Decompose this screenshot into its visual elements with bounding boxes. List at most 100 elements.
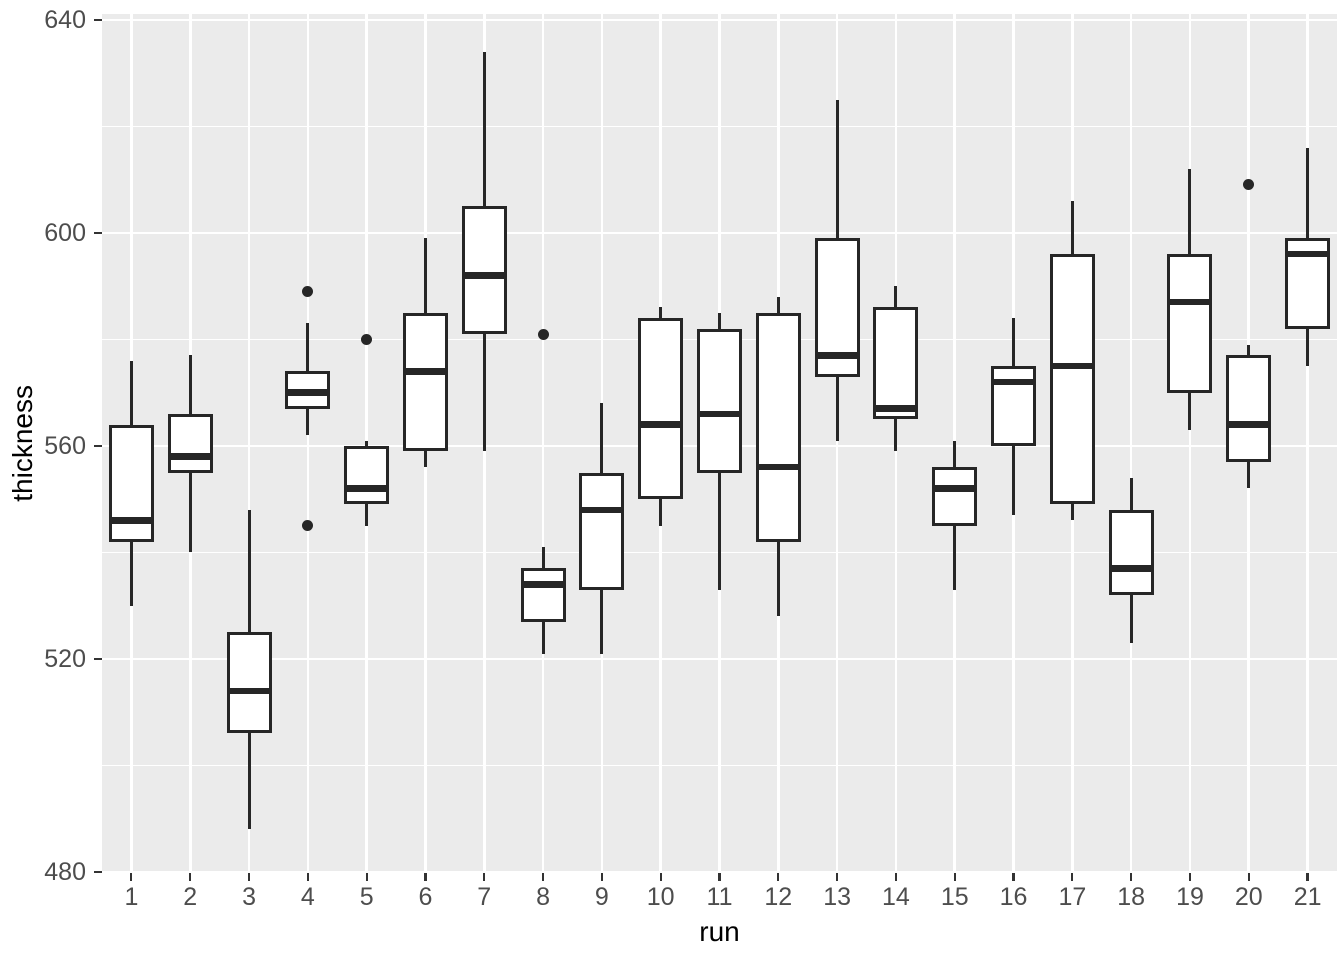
median-run-4 [285, 389, 331, 396]
x-tick-label-4: 4 [300, 883, 315, 911]
gridline-vertical-x-3 [247, 14, 251, 873]
box-run-12 [755, 312, 801, 542]
x-tick-label-20: 20 [1234, 883, 1263, 911]
x-tick-label-13: 13 [823, 883, 852, 911]
lower-whisker-run-19 [1188, 392, 1192, 430]
lower-whisker-run-12 [776, 541, 780, 617]
x-tick-mark-20 [1247, 873, 1250, 881]
x-tick-label-11: 11 [706, 883, 733, 911]
lower-whisker-run-16 [1012, 445, 1016, 516]
median-run-14 [873, 405, 919, 412]
x-tick-label-5: 5 [359, 883, 374, 911]
x-tick-mark-16 [1012, 873, 1015, 881]
box-run-8 [520, 568, 566, 622]
box-run-7 [461, 206, 507, 335]
median-run-16 [991, 378, 1037, 386]
upper-whisker-run-8 [541, 547, 545, 569]
x-tick-mark-8 [541, 873, 545, 881]
x-tick-mark-13 [836, 873, 839, 881]
lower-whisker-run-5 [365, 504, 369, 526]
y-tick-mark-560 [94, 444, 102, 447]
lower-whisker-run-9 [600, 589, 604, 654]
lower-whisker-run-2 [188, 472, 192, 553]
x-tick-mark-10 [659, 873, 662, 881]
lower-whisker-run-6 [423, 451, 427, 468]
upper-whisker-run-7 [482, 51, 486, 207]
x-tick-label-21: 21 [1293, 883, 1322, 911]
median-run-13 [814, 352, 860, 359]
x-tick-label-15: 15 [940, 883, 969, 911]
box-run-11 [697, 328, 742, 473]
x-tick-label-18: 18 [1117, 883, 1146, 911]
median-run-11 [697, 410, 742, 418]
median-run-8 [520, 581, 566, 588]
median-run-19 [1167, 298, 1213, 306]
upper-whisker-run-17 [1070, 200, 1074, 255]
x-tick-label-19: 19 [1176, 883, 1204, 911]
outlier-run-4-0 [302, 285, 314, 297]
upper-whisker-run-19 [1188, 168, 1192, 255]
median-run-20 [1226, 421, 1272, 428]
outlier-run-4-1 [302, 520, 314, 532]
upper-whisker-run-10 [659, 307, 663, 319]
lower-whisker-run-4 [306, 408, 310, 436]
median-run-5 [344, 485, 390, 492]
upper-whisker-run-16 [1012, 318, 1016, 366]
box-run-15 [932, 467, 978, 526]
upper-whisker-run-15 [953, 440, 957, 468]
x-axis-title: run [699, 916, 740, 947]
lower-whisker-run-20 [1247, 461, 1251, 489]
y-tick-label-560: 560 [44, 431, 86, 460]
x-tick-mark-9 [600, 873, 603, 881]
y-tick-label-640: 640 [44, 5, 86, 34]
upper-whisker-run-11 [718, 312, 721, 329]
x-tick-mark-5 [365, 873, 368, 881]
lower-whisker-run-18 [1129, 595, 1133, 643]
x-tick-mark-4 [306, 873, 309, 881]
gridline-vertical-x-4 [306, 14, 310, 873]
x-tick-mark-2 [189, 873, 192, 881]
lower-whisker-run-7 [482, 334, 486, 452]
x-tick-mark-14 [894, 873, 898, 881]
x-tick-mark-17 [1071, 873, 1074, 881]
y-tick-label-600: 600 [44, 218, 86, 247]
lower-whisker-run-11 [718, 472, 721, 590]
x-tick-label-1: 1 [124, 883, 139, 911]
x-tick-mark-1 [130, 873, 133, 881]
y-tick-mark-520 [94, 657, 102, 660]
box-run-20 [1226, 355, 1272, 462]
lower-whisker-run-21 [1306, 328, 1310, 366]
median-run-12 [755, 463, 801, 471]
upper-whisker-run-3 [247, 509, 251, 633]
upper-whisker-run-18 [1129, 477, 1133, 510]
upper-whisker-run-20 [1247, 344, 1251, 356]
box-run-1 [108, 424, 154, 542]
lower-whisker-run-10 [659, 499, 663, 526]
x-tick-label-14: 14 [882, 883, 910, 911]
x-tick-label-12: 12 [764, 883, 793, 911]
outlier-run-20-0 [1243, 179, 1255, 191]
median-run-10 [638, 421, 684, 428]
x-tick-mark-19 [1188, 873, 1192, 881]
y-tick-mark-640 [94, 18, 102, 21]
box-run-14 [873, 307, 919, 420]
y-tick-label-480: 480 [44, 857, 86, 886]
box-run-3 [226, 632, 272, 734]
x-tick-label-6: 6 [418, 883, 433, 911]
box-run-2 [167, 413, 213, 473]
x-tick-label-8: 8 [536, 883, 551, 911]
x-tick-mark-18 [1130, 873, 1133, 881]
x-tick-mark-11 [718, 873, 721, 881]
plot-panel [102, 14, 1337, 874]
y-tick-mark-480 [94, 870, 102, 874]
median-run-18 [1108, 565, 1154, 572]
box-run-5 [344, 445, 390, 505]
x-tick-label-17: 17 [1058, 883, 1087, 911]
upper-whisker-run-12 [776, 296, 780, 313]
x-tick-mark-15 [953, 873, 956, 881]
upper-whisker-run-5 [365, 440, 369, 446]
upper-whisker-run-9 [600, 403, 604, 473]
x-tick-mark-3 [247, 873, 251, 881]
gridline-vertical-x-21 [1306, 14, 1309, 873]
